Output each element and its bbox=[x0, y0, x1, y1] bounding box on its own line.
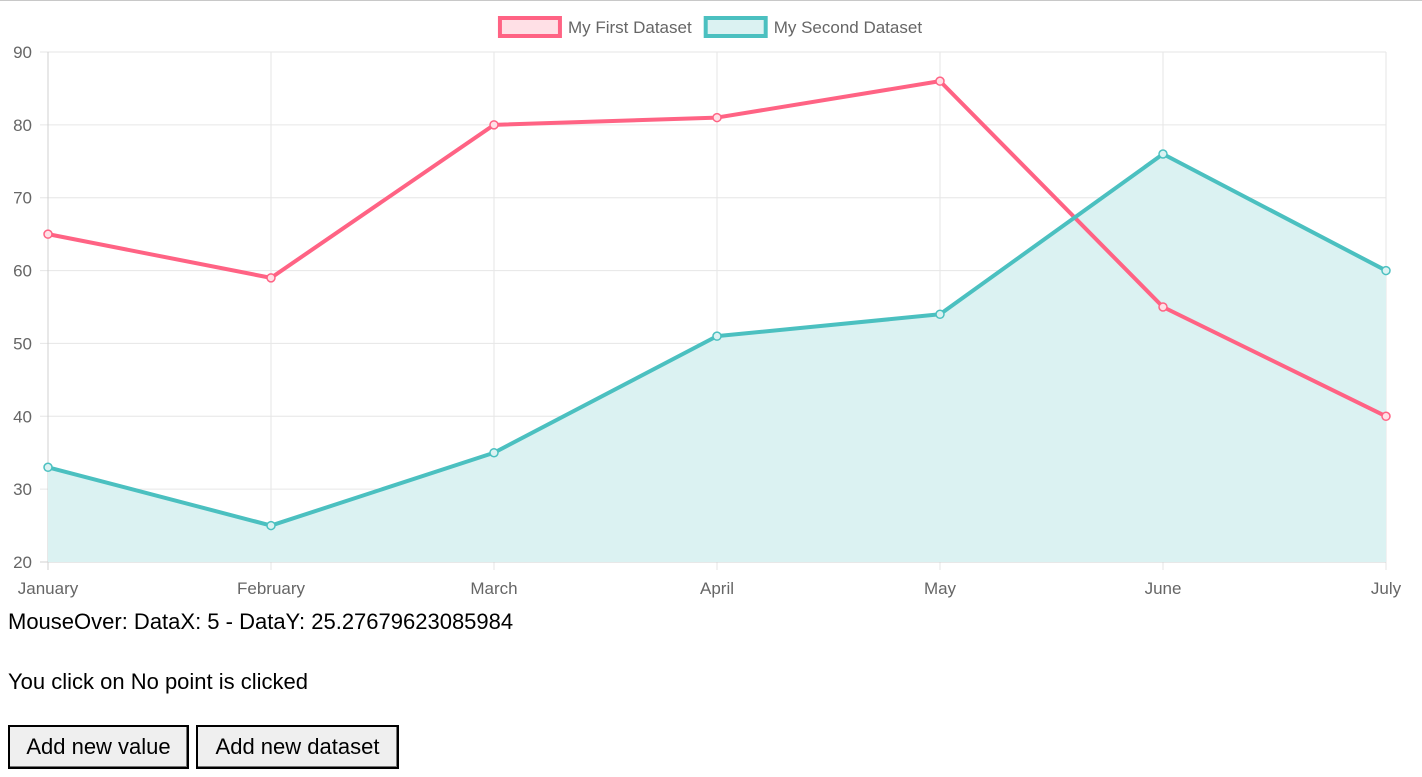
y-axis-ticks: 20 30 40 50 60 70 80 90 bbox=[13, 43, 32, 572]
series-2-point bbox=[43, 462, 53, 473]
mouseover-status: MouseOver: DataX: 5 - DataY: 25.27679623… bbox=[8, 609, 514, 634]
series-2-area bbox=[48, 154, 1386, 562]
series-1-point bbox=[43, 229, 53, 239]
legend-swatch bbox=[703, 16, 768, 38]
series-2-point bbox=[1158, 149, 1168, 159]
series-2-point bbox=[935, 309, 945, 320]
x-tick-label: March bbox=[470, 579, 517, 598]
y-tick-label: 40 bbox=[13, 407, 32, 426]
series-1-point bbox=[266, 273, 276, 283]
y-tick-label: 50 bbox=[13, 334, 32, 353]
y-tick-label: 20 bbox=[13, 553, 32, 572]
series-2-point bbox=[489, 447, 499, 458]
y-tick-label: 60 bbox=[13, 262, 32, 281]
x-tick-label: July bbox=[1371, 579, 1402, 598]
x-tick-label: February bbox=[237, 579, 306, 598]
add-new-dataset-button[interactable]: Add new dataset bbox=[196, 725, 399, 769]
x-tick-label: January bbox=[18, 579, 79, 598]
y-tick-label: 30 bbox=[13, 480, 32, 499]
series-2-point bbox=[1381, 265, 1391, 276]
series-1-point bbox=[1158, 302, 1168, 312]
chart-legend[interactable]: My First Dataset My Second Dataset bbox=[497, 16, 923, 38]
click-status: You click on No point is clicked bbox=[8, 669, 309, 694]
y-tick-label: 90 bbox=[13, 43, 32, 62]
y-tick-label: 70 bbox=[13, 189, 32, 208]
x-tick-label: May bbox=[924, 579, 957, 598]
series-1-point bbox=[1381, 411, 1391, 422]
series-2-point bbox=[266, 520, 276, 531]
series-1-point bbox=[489, 120, 499, 130]
series-1-point bbox=[712, 112, 722, 123]
x-tick-label: June bbox=[1145, 579, 1182, 598]
x-tick-label: April bbox=[700, 579, 734, 598]
chart-points bbox=[43, 76, 1391, 531]
line-chart[interactable]: 20 30 40 50 60 70 80 90 January February March Apr… bbox=[0, 1, 1422, 606]
legend-label: My Second Dataset bbox=[774, 18, 923, 37]
chart-fills bbox=[48, 154, 1386, 562]
legend-label: My First Dataset bbox=[568, 18, 692, 37]
series-1-point bbox=[935, 76, 945, 86]
legend-swatch bbox=[497, 16, 562, 38]
y-tick-label: 80 bbox=[13, 116, 32, 135]
x-axis-ticks: January February March April May June July bbox=[18, 579, 1402, 598]
add-new-value-button[interactable]: Add new value bbox=[8, 725, 189, 769]
series-2-point bbox=[712, 331, 722, 341]
